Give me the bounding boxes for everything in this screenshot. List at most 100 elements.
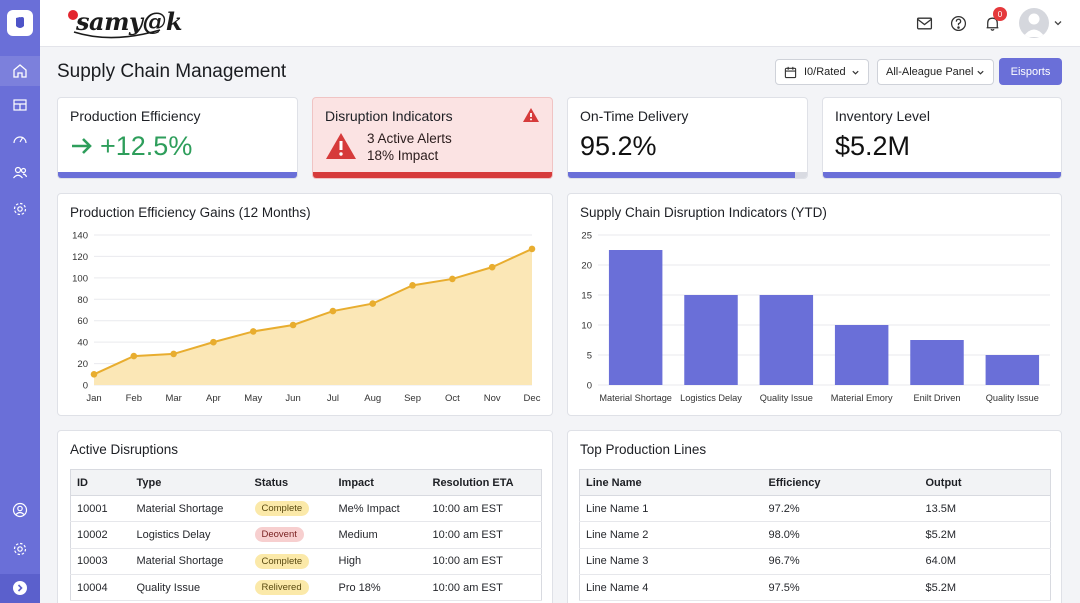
- column-header[interactable]: Status: [248, 469, 333, 496]
- cell-status: Complete: [248, 495, 333, 523]
- table-row[interactable]: Line Name 3 96.7% 64.0M: [579, 548, 1051, 575]
- x-tick-label: Nov: [484, 393, 501, 404]
- status-badge: Complete: [254, 553, 310, 569]
- data-point: [369, 300, 377, 307]
- cell-efficiency: 98.0%: [762, 521, 920, 549]
- cell-type: Logistics Delay: [130, 521, 249, 549]
- account-menu-chevron-icon[interactable]: [1051, 11, 1065, 35]
- mail-icon[interactable]: [912, 11, 936, 35]
- table-row[interactable]: Line Name 2 98.0% $5.2M: [579, 521, 1051, 549]
- kpi-card-disruption[interactable]: Disruption Indicators 3 Active Alerts 18…: [312, 97, 553, 179]
- notifications-bell-icon[interactable]: 0: [980, 7, 1007, 35]
- help-icon[interactable]: [946, 11, 970, 35]
- date-range-select[interactable]: I0/Rated: [775, 59, 869, 85]
- disruptions-table: ID Type Status Impact Resolution ETA 100…: [70, 469, 542, 602]
- home-icon[interactable]: [8, 59, 32, 83]
- cell-eta: 10:00 am EST: [426, 521, 542, 549]
- cell-line-name: Line Name 1: [579, 495, 763, 523]
- cell-line-name: Line Name 4: [579, 574, 763, 602]
- brand-name: samy@k: [76, 7, 183, 36]
- data-point: [528, 245, 536, 253]
- table-row[interactable]: 10004 Quality Issue Relivered Pro 18% 10…: [70, 574, 542, 602]
- y-tick-label: 100: [72, 273, 88, 284]
- x-tick-label: Jun: [285, 393, 300, 404]
- x-tick-label: Feb: [126, 393, 142, 404]
- avatar[interactable]: [1019, 8, 1049, 38]
- data-point: [170, 350, 177, 358]
- kpi-accent-bar: [58, 172, 297, 178]
- cell-efficiency: 97.5%: [762, 574, 920, 602]
- settings-icon[interactable]: [8, 197, 32, 221]
- panel-title: Production Efficiency Gains (12 Months): [70, 205, 311, 220]
- delivery-progress-track: [568, 172, 807, 178]
- dashboard-icon[interactable]: [8, 93, 32, 117]
- y-tick-label: 10: [581, 321, 592, 332]
- notification-count-badge: 0: [993, 7, 1007, 21]
- status-badge: Deovent: [254, 527, 304, 543]
- preferences-icon[interactable]: [8, 537, 32, 561]
- x-tick-label: Aug: [364, 393, 381, 404]
- brand-swoosh-icon: [73, 29, 161, 39]
- table-row[interactable]: Line Name 4 97.5% $5.2M: [579, 574, 1051, 602]
- panel-select[interactable]: All-Aleague Panel: [877, 59, 994, 85]
- table-row[interactable]: 10001 Material Shortage Complete Me% Imp…: [70, 495, 542, 523]
- series-line: [93, 248, 533, 376]
- sidebar-active-indicator: [0, 56, 40, 86]
- chevron-down-icon: [852, 70, 859, 75]
- column-header[interactable]: Resolution ETA: [426, 469, 542, 496]
- alert-triangle-icon: [326, 133, 356, 159]
- gauge-icon[interactable]: [8, 127, 32, 151]
- x-tick-label: Sep: [404, 393, 421, 404]
- kpi-value: $5.2M: [835, 131, 911, 161]
- status-badge: Relivered: [254, 580, 309, 596]
- y-tick-label: 60: [77, 316, 88, 327]
- disruption-bar-chart: 0 5 10 15 20 25 Material Shortage Logistics Del…: [581, 231, 1050, 403]
- cell-line-name: Line Name 3: [579, 548, 763, 575]
- cell-impact: Pro 18%: [332, 574, 427, 602]
- top-bar: samy@k 0: [40, 0, 1080, 47]
- users-icon[interactable]: [8, 161, 32, 185]
- production-lines-panel: Top Production Lines Line Name Efficienc…: [567, 430, 1062, 603]
- column-header[interactable]: Impact: [332, 469, 427, 496]
- date-range-value: I0/Rated: [804, 66, 846, 78]
- calendar-icon: [784, 66, 797, 78]
- kpi-value: +12.5%: [100, 131, 193, 161]
- table-row[interactable]: 10003 Material Shortage Complete High 10…: [70, 548, 542, 575]
- column-header[interactable]: Efficiency: [762, 469, 920, 496]
- y-tick-label: 25: [581, 231, 592, 242]
- y-tick-label: 0: [587, 381, 592, 392]
- cell-output: 64.0M: [919, 548, 1051, 575]
- area-fill: [94, 248, 532, 385]
- active-disruptions-panel: Active Disruptions ID Type Status Impact…: [57, 430, 553, 603]
- cell-efficiency: 96.7%: [762, 548, 920, 575]
- table-row[interactable]: 10002 Logistics Delay Deovent Medium 10:…: [70, 521, 542, 549]
- x-tick-label: Material Shortage: [599, 393, 672, 403]
- data-point: [449, 275, 456, 283]
- kpi-card-inventory: Inventory Level $5.2M: [822, 97, 1062, 179]
- data-point: [488, 263, 496, 271]
- cell-line-name: Line Name 2: [579, 521, 763, 549]
- bar: [834, 325, 889, 385]
- column-header[interactable]: Output: [919, 469, 1051, 496]
- data-point: [329, 307, 337, 315]
- panel-title: Active Disruptions: [70, 442, 179, 457]
- cell-id: 10002: [70, 521, 131, 549]
- bar: [985, 355, 1040, 385]
- profile-icon[interactable]: [8, 498, 32, 522]
- table-header-row: ID Type Status Impact Resolution ETA: [70, 469, 542, 496]
- column-header[interactable]: Line Name: [579, 469, 763, 496]
- y-tick-label: 80: [77, 295, 88, 306]
- warning-icon: [523, 108, 539, 122]
- kpi-card-efficiency: Production Efficiency +12.5%: [57, 97, 298, 179]
- x-tick-label: May: [244, 393, 262, 404]
- x-tick-label: Jul: [327, 393, 339, 404]
- column-header[interactable]: ID: [70, 469, 131, 496]
- panel-title: Top Production Lines: [580, 442, 707, 457]
- app-logo-icon[interactable]: [7, 10, 33, 36]
- export-button[interactable]: Eisports: [999, 58, 1062, 85]
- cell-impact: Me% Impact: [332, 495, 427, 523]
- expand-sidebar-icon[interactable]: [8, 576, 32, 600]
- table-row[interactable]: Line Name 1 97.2% 13.5M: [579, 495, 1051, 523]
- y-tick-label: 20: [77, 359, 88, 370]
- column-header[interactable]: Type: [130, 469, 249, 496]
